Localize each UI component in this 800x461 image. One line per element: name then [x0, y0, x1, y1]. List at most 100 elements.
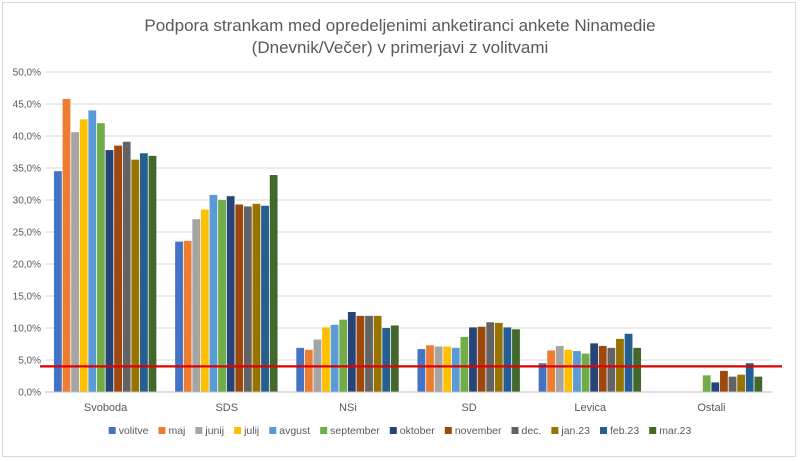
bar-junij-svoboda — [71, 132, 79, 392]
legend-label: mar.23 — [659, 425, 691, 437]
bar-dec--sds — [243, 206, 252, 392]
y-tick-label: 20,0% — [13, 260, 41, 271]
chart-title-line: Podpora strankam med opredeljenimi anket… — [144, 16, 655, 35]
bar-julij-nsi — [322, 327, 330, 392]
legend-swatch — [269, 427, 277, 434]
bar-november-sd — [477, 326, 486, 392]
bar-mar-23-nsi — [390, 325, 399, 392]
bar-avgust-svoboda — [88, 110, 97, 393]
bar-oktober-ostali — [711, 382, 720, 392]
bar-dec--svoboda — [122, 141, 131, 392]
legend-item: feb.23 — [599, 425, 639, 437]
y-tick-label: 35,0% — [13, 164, 41, 175]
legend-item: november — [444, 425, 502, 437]
bar-julij-sds — [200, 209, 209, 392]
chart-title-line: (Dnevnik/Večer) v primerjavi z volitvami — [252, 38, 549, 57]
y-tick-label: 45,0% — [13, 100, 41, 111]
bar-november-sds — [235, 204, 244, 392]
bar-avgust-nsi — [330, 324, 339, 392]
y-tick-label: 5,0% — [18, 356, 41, 367]
bar-november-levica — [598, 345, 607, 392]
bar-mar-23-ostali — [754, 376, 763, 392]
bar-volitve-sd — [417, 349, 426, 392]
bar-avgust-sds — [209, 194, 218, 392]
legend-label: feb.23 — [610, 425, 639, 437]
bar-jan-23-ostali — [737, 374, 746, 392]
bar-september-levica — [581, 353, 590, 392]
bar-september-ostali — [702, 375, 711, 392]
legend-label: oktober — [400, 425, 436, 437]
bar-maj-svoboda — [62, 98, 71, 392]
bar-november-svoboda — [114, 145, 122, 392]
category-label: Ostali — [697, 402, 725, 414]
category-label: Levica — [574, 402, 607, 414]
bar-junij-sds — [192, 219, 201, 392]
y-tick-label: 40,0% — [13, 132, 41, 143]
bar-maj-sds — [183, 240, 192, 392]
bars — [53, 98, 763, 393]
legend-swatch — [444, 427, 452, 434]
legend-item: september — [320, 425, 380, 437]
legend-swatch — [649, 427, 657, 434]
bar-mar-23-levica — [633, 347, 642, 392]
bar-volitve-levica — [538, 363, 547, 392]
y-tick-label: 10,0% — [13, 324, 41, 335]
legend-item: maj — [158, 425, 185, 437]
legend-item: junij — [195, 425, 224, 437]
bar-jan-23-nsi — [373, 315, 382, 392]
bar-volitve-nsi — [296, 347, 305, 392]
bar-dec--sd — [486, 322, 495, 392]
legend-item: oktober — [389, 425, 436, 437]
category-label: NSi — [339, 402, 357, 414]
legend-swatch — [599, 427, 607, 434]
gridlines — [45, 71, 772, 361]
legend-label: junij — [204, 425, 224, 437]
bar-julij-levica — [564, 349, 573, 392]
bar-junij-levica — [555, 345, 564, 392]
bar-feb-23-nsi — [382, 328, 391, 392]
legend-swatch — [320, 427, 328, 434]
y-tick-label: 0,0% — [18, 388, 41, 399]
bar-september-sds — [218, 200, 226, 392]
x-axis-categories: Svoboda SDS NSi SD Levica Ostali — [84, 402, 726, 414]
legend-swatch — [195, 427, 203, 434]
y-tick-label: 50,0% — [13, 68, 41, 79]
bar-maj-levica — [547, 350, 556, 392]
bar-feb-23-sds — [261, 205, 269, 392]
legend-item: jan.23 — [551, 425, 590, 437]
bar-avgust-levica — [573, 351, 581, 392]
legend-item: julij — [234, 425, 259, 437]
bar-oktober-svoboda — [105, 150, 114, 392]
bar-oktober-nsi — [347, 312, 356, 392]
bar-julij-sd — [443, 346, 452, 392]
chart-frame — [2, 2, 796, 457]
bar-junij-sd — [434, 346, 443, 392]
legend-label: volitve — [119, 425, 149, 437]
bar-feb-23-sd — [503, 327, 512, 392]
bar-dec--ostali — [728, 376, 737, 392]
category-label: SDS — [215, 402, 238, 414]
bar-volitve-svoboda — [53, 171, 62, 392]
bar-feb-23-svoboda — [139, 153, 148, 392]
legend-swatch — [234, 427, 242, 434]
legend-label: november — [455, 425, 502, 437]
y-axis-ticks: 0,0% 5,0% 10,0% 15,0% 20,0% 25,0% 30,0% 35,0% 40… — [13, 68, 41, 399]
legend-label: avgust — [279, 425, 310, 437]
legend-label: dec. — [522, 425, 542, 437]
legend-swatch — [108, 427, 116, 434]
chart-title: Podpora strankam med opredeljenimi anket… — [144, 16, 655, 57]
bar-jan-23-svoboda — [131, 159, 140, 392]
y-tick-label: 25,0% — [13, 228, 41, 239]
legend-swatch — [551, 427, 559, 434]
bar-november-nsi — [356, 315, 365, 392]
y-tick-label: 15,0% — [13, 292, 41, 303]
legend-swatch — [511, 427, 519, 434]
category-label: Svoboda — [84, 402, 128, 414]
bar-feb-23-levica — [624, 333, 633, 392]
bar-september-nsi — [339, 319, 348, 392]
bar-maj-sd — [426, 345, 434, 392]
legend-label: jan.23 — [560, 425, 590, 437]
bar-mar-23-sd — [512, 329, 520, 392]
bar-oktober-sds — [226, 196, 235, 392]
